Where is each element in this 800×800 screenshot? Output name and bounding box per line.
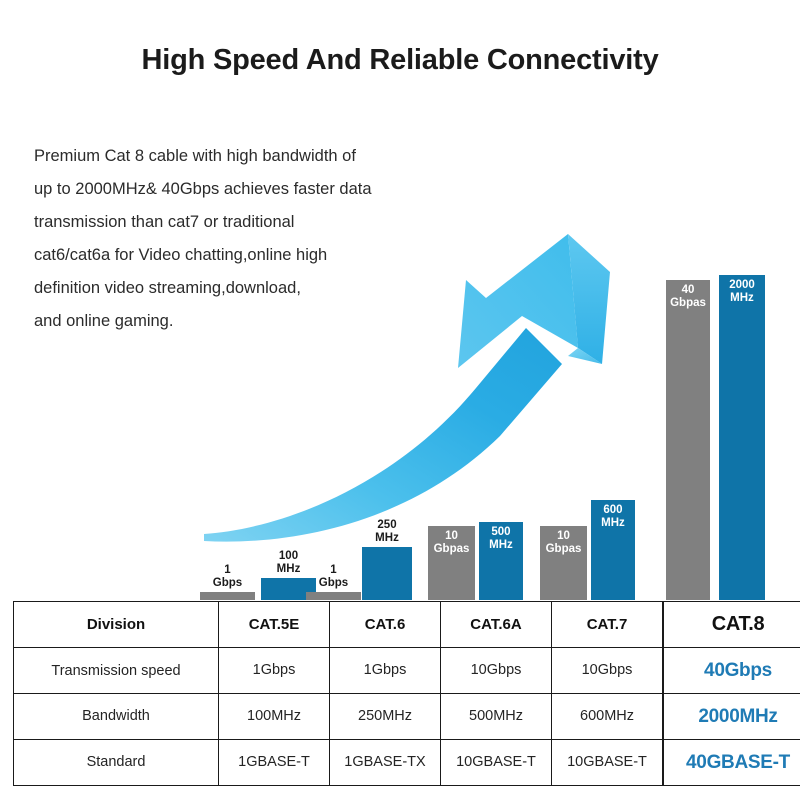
- cell-cat8-bandwidth: 2000MHz: [662, 693, 800, 740]
- cell-cat7-standard: 10GBASE-T: [551, 739, 664, 786]
- bar-label: 10 Gbpas: [545, 530, 582, 555]
- bar-series-container: 1 Gbps 100 MHz 1 Gbps 250 MHz 10 Gbpas 5…: [200, 275, 765, 600]
- paragraph-line: up to 2000MHz& 40Gbps achieves faster da…: [34, 180, 372, 198]
- bar-cat6a-bandwidth: 500 MHz: [479, 522, 523, 600]
- table-header-division: Division: [13, 601, 219, 648]
- bar-label: 40 Gbpas: [670, 284, 706, 309]
- bar-cat5e-speed: 1 Gbps: [200, 564, 255, 600]
- bar-label: 500 MHz: [489, 526, 513, 551]
- bar-cat6-bandwidth: 250 MHz: [362, 519, 412, 600]
- table-header-cat6a: CAT.6A: [440, 601, 552, 648]
- cell-cat6a-standard: 10GBASE-T: [440, 739, 552, 786]
- cell-cat6a-bandwidth: 500MHz: [440, 693, 552, 740]
- cell-cat7-speed: 10Gbps: [551, 647, 664, 694]
- row-label-transmission-speed: Transmission speed: [13, 647, 219, 694]
- cell-cat5e-bandwidth: 100MHz: [218, 693, 330, 740]
- bar-chart: 1 Gbps 100 MHz 1 Gbps 250 MHz 10 Gbpas 5…: [200, 234, 765, 600]
- page-title: High Speed And Reliable Connectivity: [141, 44, 659, 76]
- bar-cat8-bandwidth: 2000 MHz: [719, 275, 765, 600]
- bar-label: 1 Gbps: [318, 564, 349, 589]
- cell-cat6-standard: 1GBASE-TX: [329, 739, 441, 786]
- cell-cat6-bandwidth: 250MHz: [329, 693, 441, 740]
- comparison-table: Division CAT.5E CAT.6 CAT.6A CAT.7 CAT.8…: [13, 601, 800, 786]
- table-header-cat5e: CAT.5E: [218, 601, 330, 648]
- row-label-bandwidth: Bandwidth: [13, 693, 219, 740]
- growth-arrow-icon: [204, 234, 610, 542]
- bar-cat6-speed: 1 Gbps: [306, 564, 361, 600]
- table-header-cat8: CAT.8: [662, 601, 800, 648]
- cell-cat6-speed: 1Gbps: [329, 647, 441, 694]
- table-header-cat7: CAT.7: [551, 601, 664, 648]
- row-label-standard: Standard: [13, 739, 219, 786]
- table-row: Bandwidth 100MHz 250MHz 500MHz 600MHz 20…: [13, 693, 800, 740]
- paragraph-line: transmission than cat7 or traditional: [34, 213, 295, 231]
- cell-cat7-bandwidth: 600MHz: [551, 693, 664, 740]
- paragraph-line: Premium Cat 8 cable with high bandwidth …: [34, 147, 356, 165]
- bar-label: 250 MHz: [375, 519, 399, 544]
- cell-cat5e-speed: 1Gbps: [218, 647, 330, 694]
- paragraph-line: cat6/cat6a for Video chatting,online hig…: [34, 246, 328, 264]
- cell-cat8-speed: 40Gbps: [662, 647, 800, 694]
- table-row: Standard 1GBASE-T 1GBASE-TX 10GBASE-T 10…: [13, 739, 800, 786]
- bar-label: 100 MHz: [276, 550, 301, 575]
- bar-label: 600 MHz: [601, 504, 625, 529]
- table-header-cat6: CAT.6: [329, 601, 441, 648]
- bar-label: 1 Gbps: [212, 564, 243, 589]
- bar-cat6a-speed: 10 Gbpas: [428, 526, 475, 600]
- bar-cat8-speed: 40 Gbpas: [666, 280, 710, 600]
- cell-cat5e-standard: 1GBASE-T: [218, 739, 330, 786]
- cell-cat6a-speed: 10Gbps: [440, 647, 552, 694]
- table-header-row: Division CAT.5E CAT.6 CAT.6A CAT.7 CAT.8: [13, 601, 800, 648]
- paragraph-line: definition video streaming,download,: [34, 279, 301, 297]
- bar-cat7-bandwidth: 600 MHz: [591, 500, 635, 600]
- bar-cat7-speed: 10 Gbpas: [540, 526, 587, 600]
- bar-cat5e-bandwidth: 100 MHz: [261, 550, 316, 600]
- paragraph-line: and online gaming.: [34, 312, 174, 330]
- cell-cat8-standard: 40GBASE-T: [662, 739, 800, 786]
- bar-label: 10 Gbpas: [433, 530, 470, 555]
- table-row: Transmission speed 1Gbps 1Gbps 10Gbps 10…: [13, 647, 800, 694]
- bar-label: 2000 MHz: [729, 279, 755, 304]
- description-paragraph: Premium Cat 8 cable with high bandwidth …: [34, 140, 504, 338]
